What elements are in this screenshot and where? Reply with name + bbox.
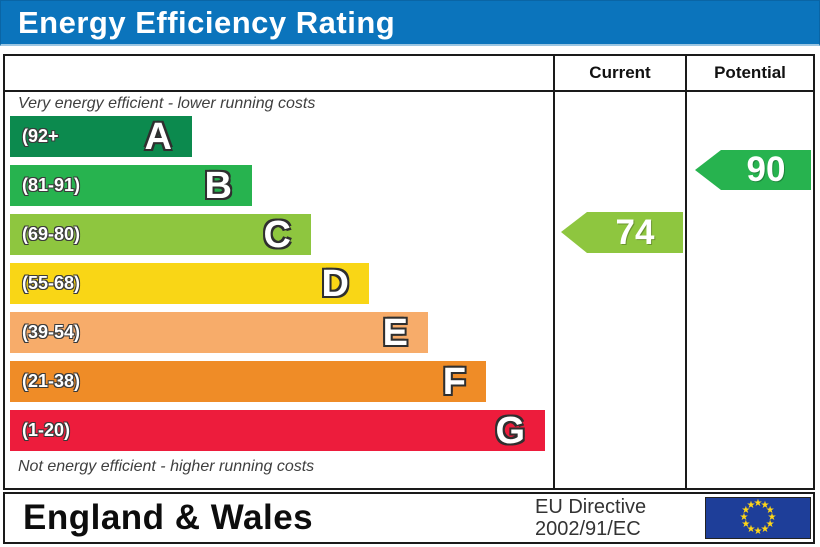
band-c-range: (69-80): [22, 224, 81, 244]
band-e-range: (39-54): [22, 322, 81, 342]
rating-bands: (92+ A (81-91) B (69-80) C (55-68) D (39…: [10, 116, 545, 451]
potential-rating-value: 90: [721, 150, 811, 190]
band-g-range: (1-20): [22, 420, 71, 440]
band-e-letter: E: [382, 311, 408, 354]
footer: England & Wales EU Directive 2002/91/EC …: [3, 492, 815, 544]
eu-star-icon: ★: [765, 519, 775, 530]
rating-table: Current Potential Very energy efficient …: [3, 54, 815, 490]
band-b-range: (81-91): [22, 175, 81, 195]
eu-star-icon: ★: [739, 512, 749, 523]
current-rating-arrow: 74: [561, 212, 683, 253]
page-title: Energy Efficiency Rating: [18, 4, 396, 40]
potential-arrow-tip-icon: [695, 150, 721, 190]
eu-directive-line1: EU Directive: [535, 496, 647, 518]
column-divider: [685, 56, 687, 488]
title-bar: Energy Efficiency Rating: [0, 0, 820, 46]
eu-star-icon: ★: [746, 524, 756, 536]
top-note: Very energy efficient - lower running co…: [18, 95, 316, 112]
eu-star-icon: ★: [767, 512, 777, 523]
column-divider: [553, 56, 555, 488]
band-f-range: (21-38): [22, 371, 81, 391]
band-a: (92+ A: [10, 116, 192, 157]
eu-star-icon: ★: [760, 499, 770, 511]
band-b: (81-91) B: [10, 165, 252, 206]
band-a-letter: A: [144, 115, 172, 158]
eu-star-icon: ★: [741, 519, 751, 530]
band-g: (1-20) G: [10, 410, 545, 451]
eu-star-icon: ★: [753, 498, 763, 509]
region-label: England & Wales: [23, 498, 314, 537]
bottom-note: Not energy efficient - higher running co…: [18, 458, 315, 475]
band-f: (21-38) F: [10, 361, 486, 402]
table-header-row: [5, 56, 813, 92]
eu-star-icon: ★: [765, 505, 775, 516]
current-rating-value: 74: [587, 212, 683, 253]
eu-star-icon: ★: [753, 526, 763, 537]
eu-star-icon: ★: [746, 499, 756, 511]
band-b-letter: B: [204, 164, 232, 207]
potential-column-header: Potential: [714, 63, 786, 82]
band-f-letter: F: [442, 360, 466, 403]
band-e: (39-54) E: [10, 312, 428, 353]
eu-flag-icon: ★ ★ ★ ★ ★ ★ ★ ★ ★ ★ ★ ★: [705, 497, 811, 539]
potential-rating-arrow: 90: [695, 150, 811, 190]
band-c: (69-80) C: [10, 214, 311, 255]
current-arrow-tip-icon: [561, 212, 587, 253]
eu-directive-label: EU Directive 2002/91/EC: [535, 496, 646, 540]
current-column-header: Current: [589, 63, 651, 82]
eu-star-icon: ★: [760, 524, 770, 536]
band-d: (55-68) D: [10, 263, 369, 304]
eu-directive-line2: 2002/91/EC: [535, 518, 641, 540]
band-g-letter: G: [495, 409, 525, 452]
band-c-letter: C: [263, 213, 291, 256]
band-d-range: (55-68): [22, 273, 81, 293]
band-d-letter: D: [321, 262, 349, 305]
eu-star-icon: ★: [741, 505, 751, 516]
band-a-range: (92+: [22, 126, 59, 146]
